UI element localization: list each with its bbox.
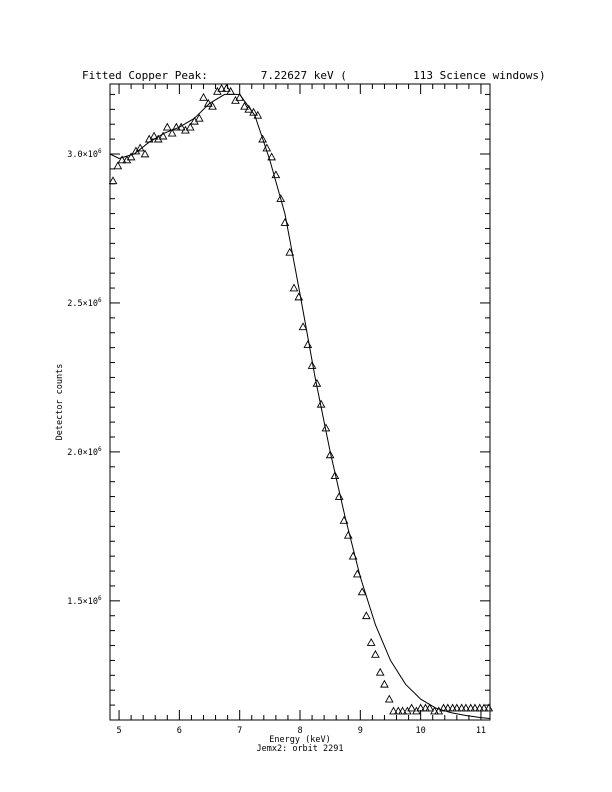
data-point xyxy=(289,283,299,292)
y-tick-label: 3.0×10 xyxy=(67,150,98,160)
data-point xyxy=(330,471,340,480)
y-tick-label: 1.5×10 xyxy=(67,597,98,607)
data-point xyxy=(457,703,467,712)
data-point xyxy=(113,161,123,170)
data-point xyxy=(443,703,453,712)
x-tick-label: 7 xyxy=(237,726,242,736)
data-point xyxy=(470,703,480,712)
data-point xyxy=(421,703,430,712)
data-point xyxy=(217,83,226,92)
data-point xyxy=(199,92,208,101)
y-tick-exponent: 6 xyxy=(98,595,102,602)
data-point xyxy=(240,101,249,110)
data-point xyxy=(276,194,286,203)
data-point xyxy=(208,101,217,110)
data-point xyxy=(380,679,389,688)
data-point xyxy=(185,122,195,131)
y-axis-label: Detector counts xyxy=(55,364,65,441)
chart-title: Fitted Copper Peak: 7.22627 keV ( 113 Sc… xyxy=(82,69,546,82)
data-point xyxy=(430,706,439,715)
data-point xyxy=(298,322,308,331)
data-point xyxy=(479,703,489,712)
data-point xyxy=(253,110,263,119)
data-point xyxy=(393,706,403,715)
fit-curve xyxy=(109,93,491,719)
data-point xyxy=(222,83,231,92)
data-point xyxy=(325,450,335,459)
data-point xyxy=(375,667,385,676)
data-point xyxy=(452,703,462,712)
x-axis: 5 6 7 8 9 10 11 xyxy=(116,84,486,736)
data-point xyxy=(303,340,313,348)
plot-frame xyxy=(109,83,491,721)
data-point xyxy=(448,703,457,712)
data-point xyxy=(389,706,398,715)
data-point xyxy=(416,703,425,712)
data-point xyxy=(140,149,150,158)
y-tick-exponent: 6 xyxy=(98,297,102,304)
data-point xyxy=(343,530,353,539)
data-point xyxy=(371,649,380,658)
x-tick-label: 9 xyxy=(358,726,363,736)
x-tick-label: 8 xyxy=(297,726,302,736)
data-point xyxy=(167,128,177,137)
y-tick-exponent: 6 xyxy=(98,446,102,453)
y-tick-label: 2.5×10 xyxy=(67,299,98,309)
chart-subtitle: Jemx2: orbit 2291 xyxy=(257,744,344,754)
y-tick-exponent: 6 xyxy=(98,148,102,155)
data-point xyxy=(285,247,295,256)
x-tick-label: 6 xyxy=(177,726,182,736)
data-point xyxy=(171,122,181,131)
data-point xyxy=(194,113,204,122)
data-point xyxy=(117,155,127,164)
data-point xyxy=(361,611,371,620)
x-tick-label: 11 xyxy=(476,726,486,736)
data-point xyxy=(334,492,344,500)
data-point xyxy=(258,134,267,143)
data-point xyxy=(475,703,485,712)
data-point xyxy=(384,694,394,703)
data-point xyxy=(484,703,494,712)
data-point xyxy=(307,360,317,369)
y-tick-label: 2.0×10 xyxy=(67,448,98,458)
data-point xyxy=(162,122,172,131)
data-point xyxy=(398,706,407,715)
data-point xyxy=(267,152,277,161)
x-tick-label: 5 xyxy=(116,726,121,736)
y-axis: 1.5×10 62.0×10 62.5×10 63.0×10 6 xyxy=(67,93,490,706)
x-tick-label: 10 xyxy=(416,726,426,736)
data-point xyxy=(425,703,435,712)
x-axis-label: Energy (keV) xyxy=(269,735,330,745)
data-point xyxy=(108,176,118,185)
data-point xyxy=(126,152,136,161)
data-point xyxy=(407,703,416,712)
data-point xyxy=(158,131,168,140)
data-series xyxy=(108,83,494,719)
data-point xyxy=(461,703,471,712)
data-point xyxy=(466,703,476,712)
data-point xyxy=(357,587,367,596)
data-point xyxy=(439,703,448,712)
data-point xyxy=(366,638,376,646)
